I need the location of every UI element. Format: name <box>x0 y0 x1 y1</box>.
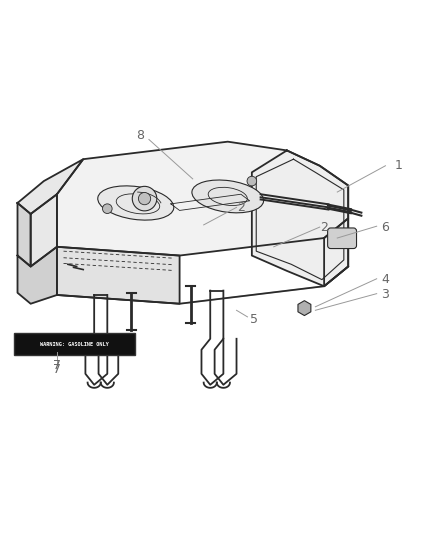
Text: 7: 7 <box>53 363 61 376</box>
Polygon shape <box>18 203 31 266</box>
Ellipse shape <box>192 180 264 213</box>
Circle shape <box>132 187 157 211</box>
Polygon shape <box>324 219 348 286</box>
Polygon shape <box>57 142 348 255</box>
Text: 1: 1 <box>395 159 403 172</box>
Text: 6: 6 <box>381 221 389 233</box>
Polygon shape <box>57 247 180 304</box>
Polygon shape <box>298 301 311 316</box>
Circle shape <box>138 192 151 205</box>
Text: 2: 2 <box>237 201 245 214</box>
Circle shape <box>247 176 257 186</box>
Text: 5: 5 <box>250 312 258 326</box>
Text: WARNING: GASOLINE ONLY: WARNING: GASOLINE ONLY <box>40 342 109 347</box>
Text: 3: 3 <box>381 288 389 302</box>
Polygon shape <box>18 247 57 304</box>
Text: 4: 4 <box>381 273 389 286</box>
Text: 2: 2 <box>320 221 328 233</box>
Text: 8: 8 <box>136 128 144 142</box>
Polygon shape <box>31 194 57 266</box>
Ellipse shape <box>98 186 174 220</box>
Text: 7: 7 <box>53 359 61 372</box>
Polygon shape <box>18 159 83 214</box>
Polygon shape <box>252 150 348 286</box>
FancyBboxPatch shape <box>14 333 135 356</box>
Circle shape <box>102 204 112 214</box>
Polygon shape <box>57 266 348 304</box>
FancyBboxPatch shape <box>328 228 357 248</box>
